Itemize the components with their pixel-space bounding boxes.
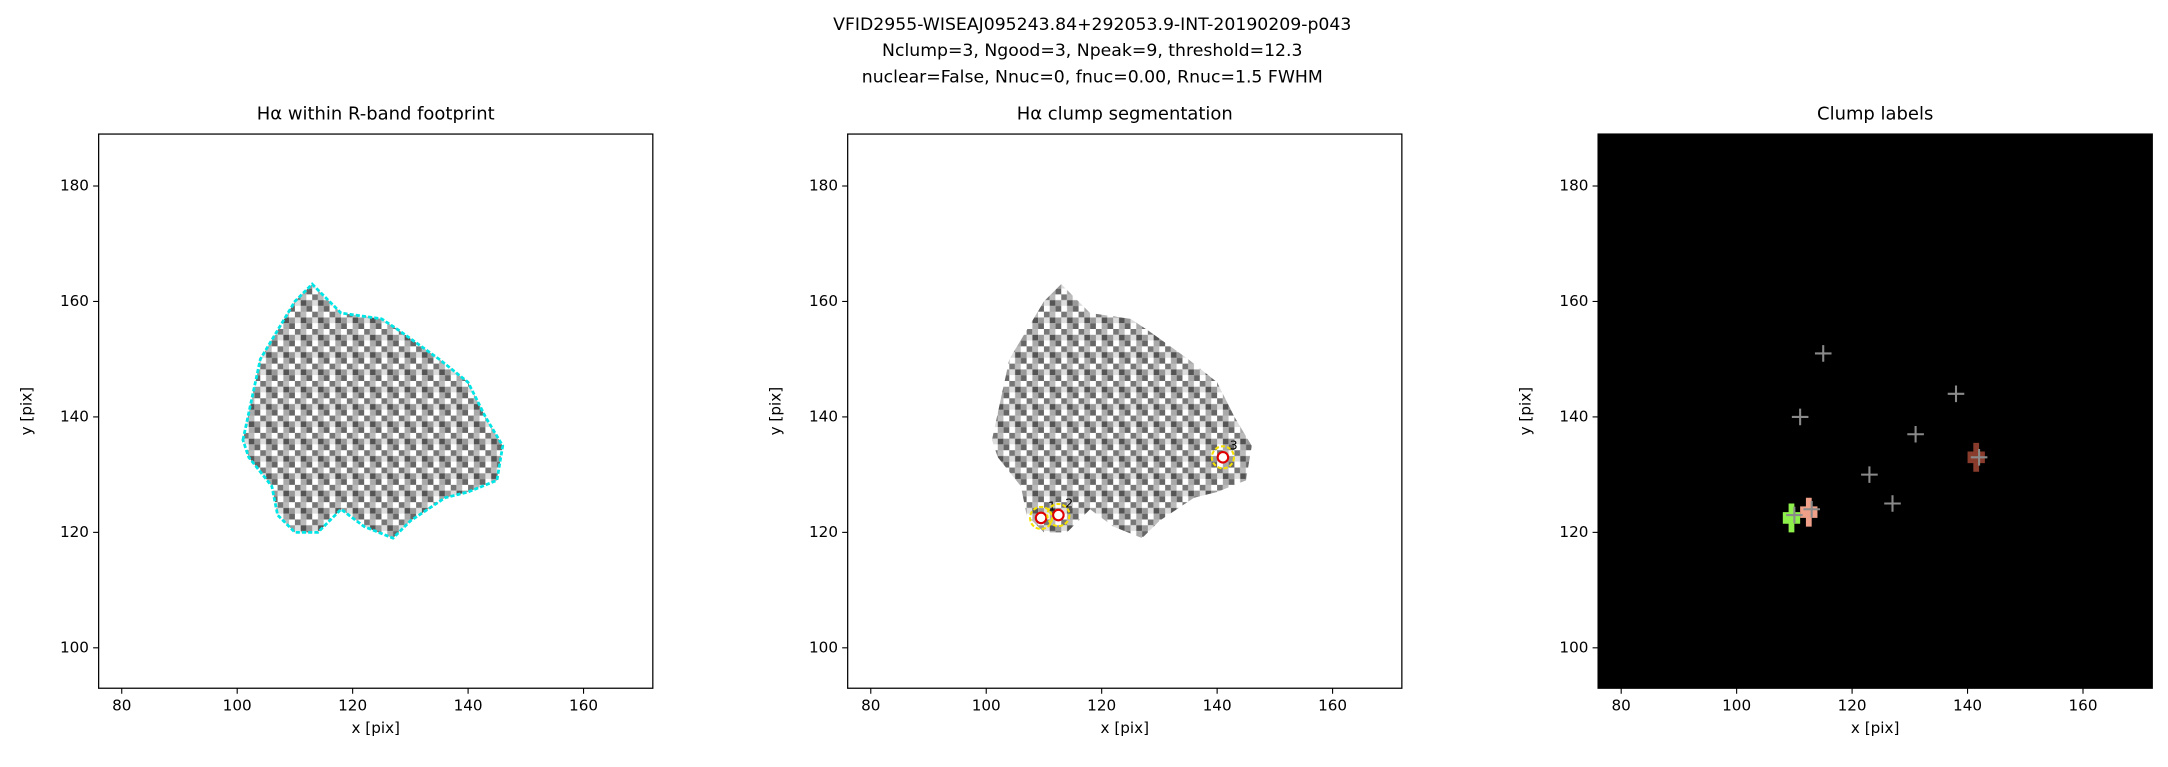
peak-marker [1803, 500, 1820, 518]
peak-marker [1786, 506, 1803, 524]
clump-marker [1052, 508, 1065, 522]
y-tick-label: 180 [60, 177, 89, 195]
peak-marker [1814, 345, 1832, 362]
x-axis-label: x [pix] [1851, 719, 1900, 737]
y-tick-label: 160 [1559, 292, 1588, 310]
x-axis-label: x [pix] [1101, 719, 1150, 737]
x-axis-label: x [pix] [351, 719, 400, 737]
y-tick-label: 100 [1559, 638, 1588, 656]
peak-marker [1970, 449, 1988, 466]
x-tick-label: 140 [1953, 697, 1982, 715]
clump-marker [1034, 511, 1048, 525]
y-tick-label: 180 [809, 177, 838, 195]
y-tick-label: 120 [1559, 523, 1588, 541]
x-tick-label: 80 [112, 697, 131, 715]
y-tick-label: 100 [809, 638, 838, 656]
y-axis-label: y [pix] [1517, 387, 1535, 436]
x-tick-label: 100 [972, 697, 1001, 715]
clump-label: 2 [1065, 495, 1073, 510]
x-tick-label: 100 [1722, 697, 1751, 715]
x-tick-label: 160 [1318, 697, 1347, 715]
axes-frame [98, 133, 654, 689]
y-tick-label: 160 [809, 292, 838, 310]
axes-frame [847, 133, 1403, 689]
panel-title: Clump labels [1817, 104, 1933, 125]
figure-title: Nclump=3, Ngood=3, Npeak=9, threshold=12… [882, 41, 1302, 61]
peak-marker [1947, 385, 1965, 403]
x-tick-label: 160 [2069, 697, 2098, 715]
y-tick-label: 140 [809, 407, 838, 425]
figure-title: nuclear=False, Nnuc=0, fnuc=0.00, Rnuc=1… [862, 67, 1323, 87]
panel: 80 100 120 140 160 100 120 140 160 180 Clump label… [1517, 104, 2153, 737]
peak-marker [1907, 425, 1924, 443]
x-tick-label: 140 [454, 697, 483, 715]
x-tick-label: 140 [1203, 697, 1232, 715]
y-tick-label: 120 [60, 523, 89, 541]
figure-title: VFID2955-WISEAJ095243.84+292053.9-INT-20… [833, 15, 1351, 35]
y-tick-label: 140 [60, 407, 89, 425]
y-tick-label: 160 [60, 292, 89, 310]
y-tick-label: 180 [1559, 177, 1588, 195]
x-tick-label: 120 [338, 697, 367, 715]
panel: 80 100 120 140 160 100 120 140 160 180 Hα within R… [17, 104, 654, 737]
peak-marker [1884, 495, 1901, 512]
clump-contour [1210, 445, 1235, 470]
peak-marker [1861, 466, 1878, 483]
clump-region [1800, 497, 1818, 527]
clump-contour [1046, 502, 1071, 528]
image-background [1598, 134, 2153, 689]
panel-title: Hα within R-band footprint [257, 104, 495, 125]
peak-marker [1791, 408, 1809, 426]
clump-marker [1216, 451, 1230, 464]
y-axis-label: y [pix] [766, 387, 784, 436]
clump-label: 3 [1230, 438, 1238, 453]
clump-contour [1028, 505, 1054, 531]
y-axis-label: y [pix] [17, 387, 35, 436]
x-tick-label: 80 [1612, 697, 1631, 715]
clump-region [1782, 503, 1801, 533]
x-tick-label: 120 [1838, 697, 1867, 715]
x-tick-label: 120 [1087, 697, 1116, 715]
x-tick-label: 100 [223, 697, 252, 715]
y-tick-label: 140 [1559, 407, 1588, 425]
x-tick-label: 80 [861, 697, 880, 715]
y-tick-label: 120 [809, 523, 838, 541]
panel-title: Hα clump segmentation [1017, 104, 1233, 125]
x-tick-label: 160 [569, 697, 598, 715]
y-tick-label: 100 [60, 638, 89, 656]
axes-frame [1597, 133, 2153, 689]
